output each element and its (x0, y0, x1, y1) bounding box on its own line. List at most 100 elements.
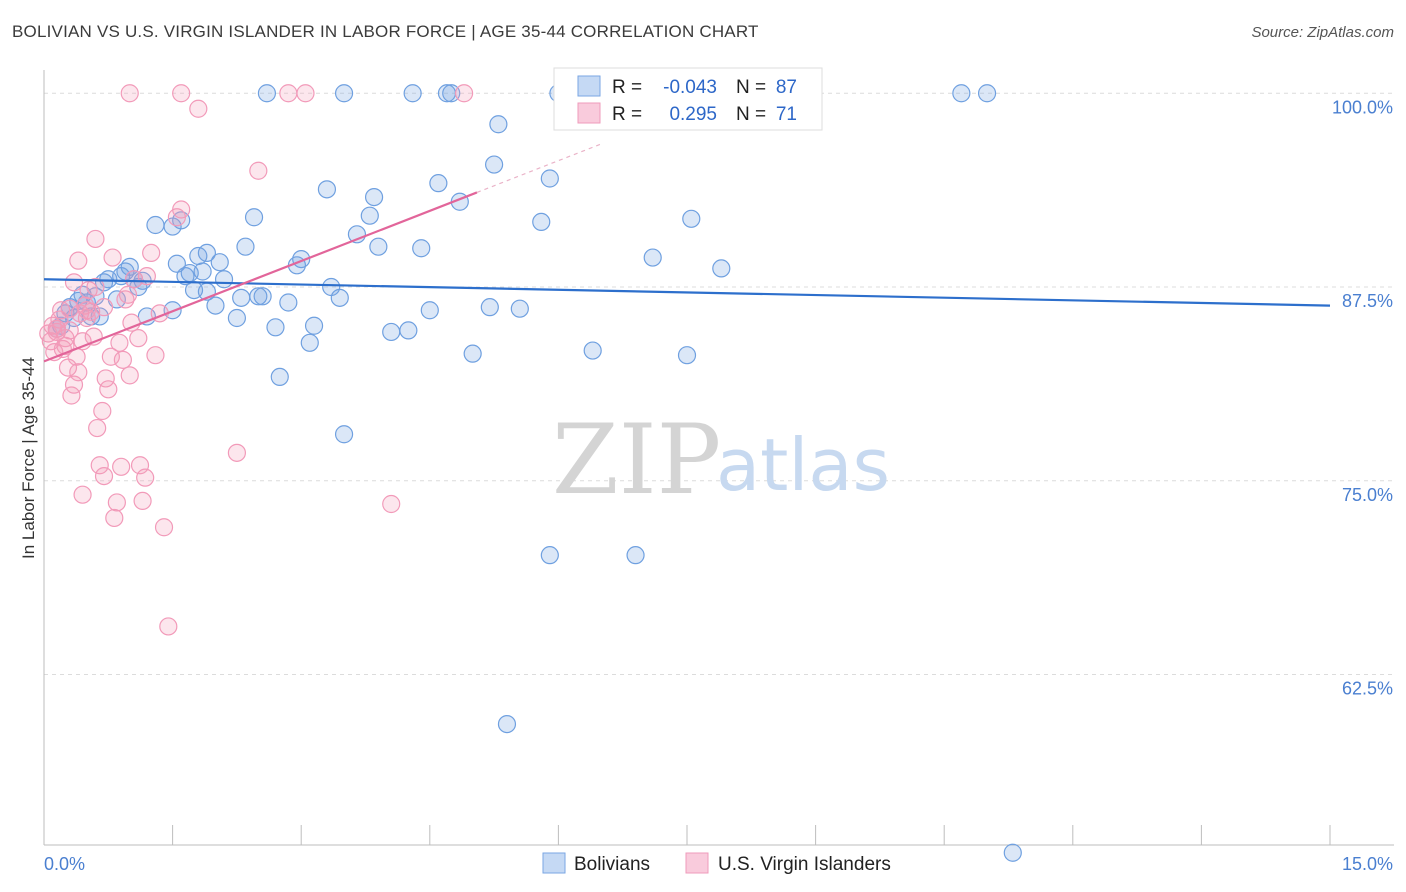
bolivian-point (266, 318, 285, 337)
virgin-islander-point (249, 161, 268, 180)
y-tick-label: 62.5% (1342, 679, 1393, 699)
bottom-legend-swatch-bolivians (542, 852, 566, 874)
watermark-zip: ZIP (552, 404, 721, 516)
bolivian-point (232, 288, 251, 307)
data-points (39, 84, 1022, 862)
legend-n-value-2: 71 (776, 104, 797, 125)
bolivian-point (257, 84, 277, 103)
virgin-islander-point (118, 285, 138, 304)
bolivian-point (369, 237, 388, 256)
top-legend: R = -0.043 N = 87 R = 0.295 N = 71 (553, 67, 823, 131)
virgin-islander-point (133, 491, 152, 510)
bolivian-point (193, 262, 212, 281)
bolivian-point (270, 367, 289, 386)
bolivian-point (682, 209, 701, 228)
virgin-islander-point (86, 229, 105, 249)
chart-title: BOLIVIAN VS U.S. VIRGIN ISLANDER IN LABO… (12, 22, 759, 41)
legend-n-label-2: N = (736, 104, 766, 125)
virgin-islander-point (64, 273, 84, 292)
virgin-islander-point (122, 313, 141, 332)
bolivian-point (197, 243, 216, 262)
virgin-islander-point (99, 380, 118, 399)
bolivian-point (626, 546, 645, 565)
x-tick-label: 0.0% (44, 854, 85, 874)
bolivian-point (253, 287, 272, 306)
bolivian-point (364, 188, 384, 207)
legend-swatch-bolivians (577, 75, 601, 97)
bottom-legend-bolivians: Bolivians (574, 854, 650, 875)
bolivian-point (334, 425, 354, 444)
y-tick-label: 100.0% (1332, 97, 1393, 117)
legend-r-label-1: R = (612, 77, 642, 98)
bolivian-point (403, 84, 422, 103)
virgin-islander-point (154, 518, 174, 537)
bottom-legend: Bolivians U.S. Virgin Islanders (542, 852, 891, 875)
virgin-islander-point (382, 494, 401, 514)
virgin-islander-point (93, 401, 112, 421)
bolivian-point (317, 180, 337, 199)
trend-lines (43, 143, 1331, 363)
bolivian-point (279, 293, 298, 312)
bottom-legend-swatch-virgin-islanders (685, 852, 709, 874)
virgin-islander-point (227, 443, 246, 462)
virgin-islander-point (107, 493, 126, 512)
bolivian-point (420, 301, 439, 320)
virgin-islander-point (113, 350, 132, 369)
bolivian-point (489, 115, 508, 134)
virgin-islander-point (88, 418, 107, 438)
virgin-islander-point (454, 84, 474, 103)
virgin-islander-point (296, 84, 315, 103)
bolivian-point (236, 237, 255, 256)
y-axis-label: In Labor Force | Age 35-44 (19, 357, 38, 559)
bottom-legend-virgin-islanders: U.S. Virgin Islanders (718, 854, 891, 875)
virgin-islander-point (189, 99, 208, 118)
virgin-islander-point (279, 84, 298, 103)
bolivian-point (643, 248, 662, 267)
bolivian-point (167, 254, 186, 273)
bolivian-point (146, 215, 165, 235)
virgin-islander-point (129, 329, 148, 348)
bolivian-point (583, 341, 602, 360)
bolivian-point (497, 714, 517, 734)
legend-r-value-1: -0.043 (663, 77, 717, 98)
bolivian-point (463, 344, 482, 363)
legend-n-label-1: N = (736, 77, 766, 98)
virgin-islander-point (136, 468, 155, 487)
bolivian-point (206, 296, 225, 315)
virgin-islander-point (94, 467, 114, 486)
bolivian-point (300, 333, 319, 352)
virgin-islander-trend-line (43, 191, 478, 363)
bolivian-point (227, 308, 246, 328)
bolivian-point (677, 346, 697, 365)
bolivian-point (977, 84, 997, 103)
bolivian-point (510, 299, 529, 318)
axes (43, 70, 1394, 846)
x-tick-labels: 0.0% 15.0% (44, 854, 1393, 874)
bolivian-point (1003, 843, 1022, 862)
virgin-islander-point (120, 366, 139, 385)
bolivian-point (412, 239, 431, 258)
y-tick-label: 75.0% (1342, 485, 1393, 505)
bolivian-point (712, 259, 731, 278)
bolivian-point (360, 206, 379, 225)
legend-r-value-2: 0.295 (669, 104, 717, 125)
virgin-islander-point (69, 251, 88, 270)
bolivian-point (304, 316, 324, 335)
bolivian-point (330, 288, 349, 307)
virgin-islander-point (172, 200, 191, 219)
legend-n-value-1: 87 (776, 77, 797, 98)
virgin-islander-point (103, 248, 122, 267)
bolivian-point (442, 84, 461, 103)
bolivian-point (540, 169, 559, 188)
virgin-islander-point (159, 617, 178, 636)
x-tick-label: 15.0% (1342, 854, 1393, 874)
virgin-islander-point (146, 346, 165, 365)
bolivian-point (540, 546, 559, 565)
bolivian-point (249, 287, 268, 306)
virgin-islander-point (47, 322, 66, 342)
virgin-islander-point (120, 84, 139, 103)
bolivian-point (334, 84, 354, 103)
virgin-islander-point (96, 369, 115, 388)
y-tick-labels: 62.5% 75.0% 87.5% 100.0% (1332, 97, 1393, 698)
